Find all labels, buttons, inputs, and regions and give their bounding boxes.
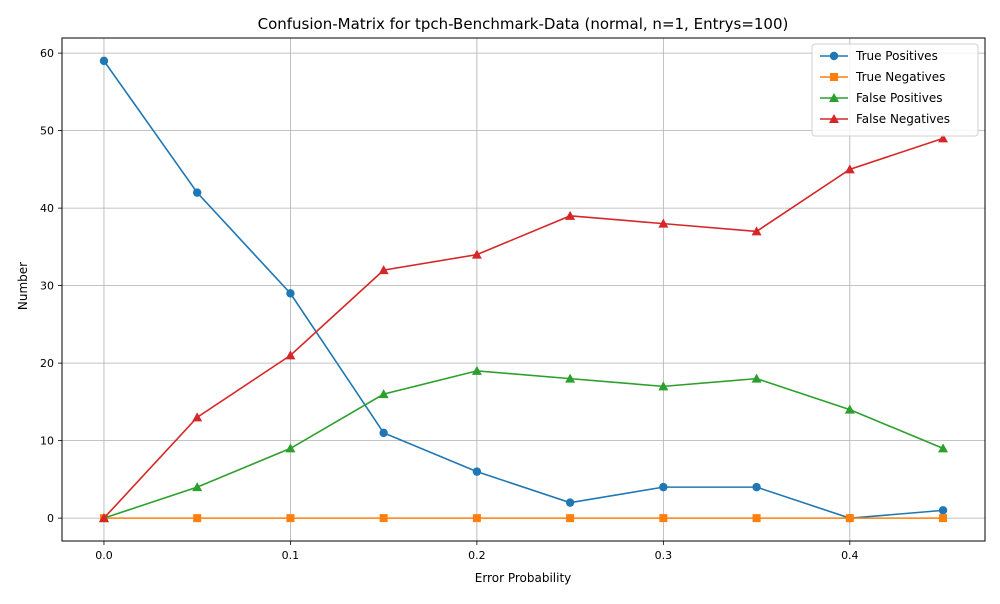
x-tick-label: 0.0 [95, 549, 113, 562]
legend-item-false-positives: False Positives [820, 91, 942, 105]
legend-label: False Positives [856, 91, 942, 105]
series-line-false-negatives [103, 137, 944, 519]
data-point-true-negatives [566, 514, 575, 523]
legend-item-true-positives: True Positives [820, 49, 938, 63]
y-tick-label: 40 [40, 202, 54, 215]
legend: True Positives True Negatives False Positi… [811, 43, 979, 137]
data-point-false-negatives [98, 513, 109, 523]
legend-marker [830, 73, 838, 81]
data-point-false-negatives [471, 249, 482, 259]
data-point-false-negatives [565, 210, 576, 220]
legend-marker [829, 93, 839, 102]
data-point-true-negatives [939, 514, 948, 523]
data-point-false-positives [751, 373, 762, 383]
data-point-true-positives [192, 188, 202, 197]
y-tick-label: 0 [47, 512, 54, 525]
data-point-false-positives [565, 373, 576, 383]
y-tick-label: 50 [40, 125, 54, 138]
x-tick-label: 0.1 [282, 549, 300, 562]
data-point-true-negatives [472, 514, 481, 523]
y-tick-label: 10 [40, 435, 54, 448]
data-point-false-negatives [844, 164, 855, 174]
data-point-false-positives [192, 482, 203, 492]
data-point-true-negatives [193, 514, 202, 523]
data-point-false-positives [378, 389, 389, 399]
data-point-false-negatives [938, 133, 949, 143]
series-line-false-positives [103, 370, 944, 519]
data-point-true-negatives [845, 514, 854, 523]
y-tick-label: 30 [40, 280, 54, 293]
series-false-negatives [98, 133, 949, 523]
data-point-true-positives [938, 506, 948, 515]
legend-marker [829, 51, 839, 61]
axis-ticks: 0.0 0.1 0.2 0.3 0.4 0 10 20 30 40 50 60 [40, 47, 859, 562]
data-point-true-positives [565, 498, 575, 507]
legend-label: False Negatives [856, 112, 950, 126]
data-point-true-negatives [659, 514, 668, 523]
data-point-true-negatives [286, 514, 295, 523]
data-point-false-negatives [658, 218, 669, 228]
data-point-false-negatives [751, 226, 762, 236]
data-point-true-positives [472, 467, 482, 476]
x-tick-label: 0.4 [841, 549, 859, 562]
data-point-false-positives [658, 381, 669, 391]
legend-item-true-negatives: True Negatives [820, 70, 945, 84]
y-tick-label: 60 [40, 47, 54, 60]
data-point-false-positives [285, 443, 296, 453]
legend-item-false-negatives: False Negatives [820, 112, 950, 126]
data-point-true-negatives [752, 514, 761, 523]
legend-box [811, 43, 979, 137]
data-point-false-negatives [285, 350, 296, 360]
data-point-false-negatives [378, 265, 389, 275]
data-point-false-positives [471, 365, 482, 375]
x-axis-label: Error Probability [475, 571, 572, 585]
legend-label: True Negatives [855, 70, 945, 84]
data-point-false-positives [844, 404, 855, 414]
data-point-true-positives [99, 56, 109, 66]
series-line-true-positives [103, 60, 944, 519]
x-tick-label: 0.2 [468, 549, 486, 562]
data-point-true-positives [659, 482, 668, 492]
legend-marker [829, 114, 839, 123]
x-tick-label: 0.3 [655, 549, 673, 562]
y-tick-label: 20 [40, 357, 54, 370]
data-point-true-positives [379, 428, 388, 438]
data-point-false-negatives [192, 412, 203, 422]
chart-title: Confusion-Matrix for tpch-Benchmark-Data… [258, 15, 789, 33]
data-point-true-positives [752, 482, 761, 492]
plot-frame [61, 37, 986, 542]
data-point-false-positives [938, 443, 949, 453]
data-point-true-negatives [379, 514, 388, 523]
data-point-true-positives [286, 289, 295, 298]
series-layer [98, 56, 949, 523]
legend-label: True Positives [855, 49, 938, 63]
y-axis-label: Number [16, 262, 30, 310]
